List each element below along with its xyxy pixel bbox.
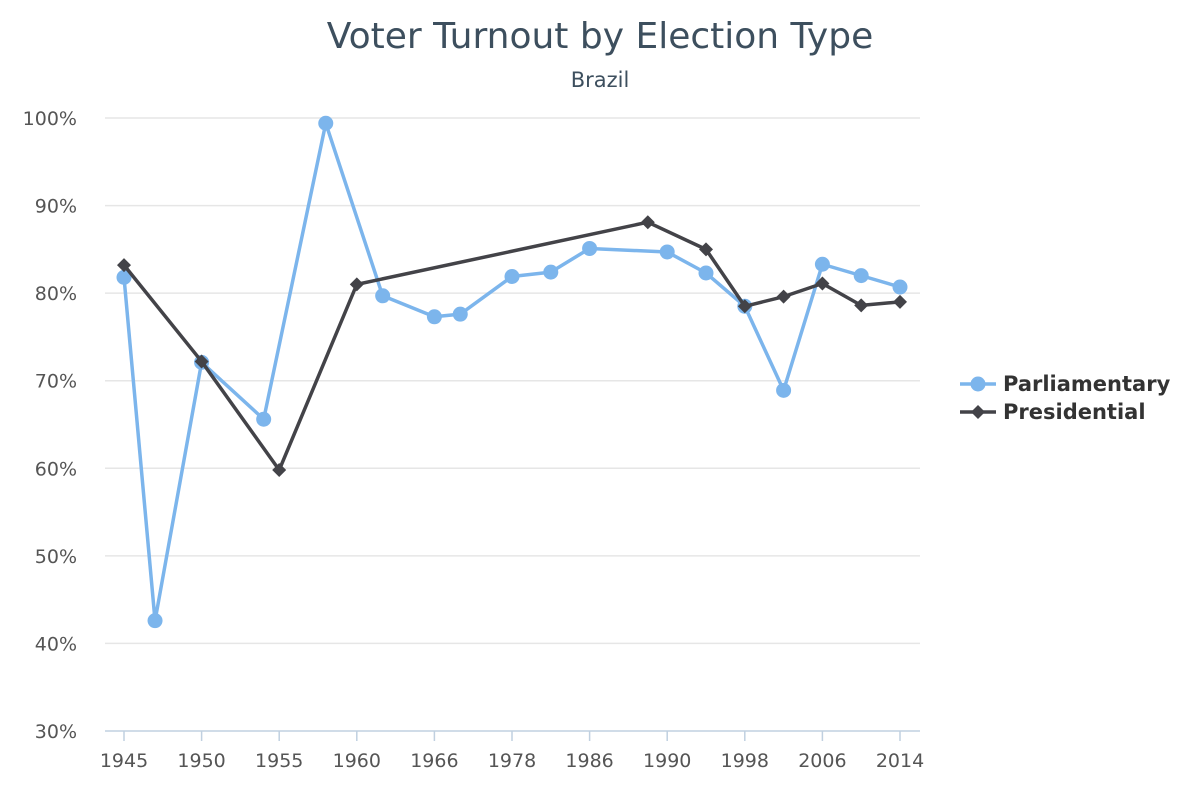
parliamentary-point bbox=[318, 115, 334, 131]
parliamentary-series bbox=[116, 115, 908, 629]
presidential-point bbox=[699, 242, 713, 257]
presidential-point bbox=[893, 294, 907, 309]
x-tick-label: 1950 bbox=[177, 750, 225, 772]
y-tick-label: 70% bbox=[35, 371, 77, 393]
legend-marker bbox=[970, 376, 986, 392]
parliamentary-point bbox=[452, 306, 468, 322]
x-tick-label: 2006 bbox=[798, 750, 846, 772]
y-tick-label: 50% bbox=[35, 546, 77, 568]
parliamentary-point bbox=[426, 309, 442, 325]
x-tick-label: 1960 bbox=[333, 750, 381, 772]
x-tick-label: 1986 bbox=[565, 750, 613, 772]
parliamentary-point bbox=[892, 279, 908, 295]
x-tick-label: 1945 bbox=[100, 750, 148, 772]
parliamentary-point bbox=[256, 411, 272, 427]
parliamentary-point bbox=[776, 382, 792, 398]
presidential-point bbox=[272, 463, 287, 478]
x-tick-label: 1978 bbox=[488, 750, 536, 772]
presidential-point bbox=[349, 277, 364, 292]
parliamentary-point bbox=[543, 264, 559, 280]
y-tick-label: 100% bbox=[23, 108, 77, 130]
x-axis: 1945 1950 1955 1960 1966 1978 1986 1990 1998 2006… bbox=[100, 731, 924, 772]
parliamentary-line bbox=[122, 121, 902, 623]
legend-label: Presidential bbox=[1003, 400, 1146, 424]
x-tick-label: 2014 bbox=[876, 750, 924, 772]
presidential-point bbox=[737, 299, 752, 314]
x-tick-label: 1955 bbox=[255, 750, 303, 772]
plot-series bbox=[116, 115, 908, 629]
legend-item-parliamentary[interactable]: Parliamentary bbox=[960, 372, 1171, 396]
parliamentary-point bbox=[147, 613, 163, 629]
parliamentary-point bbox=[504, 269, 520, 285]
chart-title: Voter Turnout by Election Type bbox=[327, 16, 873, 57]
y-tick-label: 60% bbox=[35, 458, 77, 480]
parliamentary-point bbox=[853, 268, 869, 284]
presidential-point bbox=[854, 298, 869, 313]
x-tick-label: 1990 bbox=[643, 750, 691, 772]
y-tick-label: 90% bbox=[35, 196, 77, 218]
chart-subtitle: Brazil bbox=[571, 68, 630, 92]
presidential-point bbox=[194, 354, 209, 369]
y-tick-label: 30% bbox=[35, 721, 77, 743]
parliamentary-point bbox=[659, 244, 675, 260]
legend-marker bbox=[971, 405, 985, 419]
y-tick-label: 40% bbox=[35, 633, 77, 655]
y-tick-label: 80% bbox=[35, 283, 77, 305]
parliamentary-point bbox=[698, 265, 714, 281]
grid-lines bbox=[105, 117, 920, 732]
legend-item-presidential[interactable]: Presidential bbox=[960, 400, 1146, 424]
presidential-point bbox=[117, 258, 131, 273]
presidential-line bbox=[122, 220, 902, 472]
y-axis: 100% 90% 80% 70% 60% 50% 40% 30% bbox=[23, 108, 77, 743]
parliamentary-point bbox=[375, 288, 391, 304]
parliamentary-point bbox=[116, 269, 132, 285]
legend: Parliamentary Presidential bbox=[960, 372, 1171, 424]
presidential-point bbox=[776, 289, 791, 304]
parliamentary-point bbox=[814, 256, 830, 272]
presidential-point bbox=[815, 276, 830, 291]
presidential-series bbox=[117, 215, 907, 478]
parliamentary-point bbox=[582, 240, 598, 256]
x-tick-label: 1966 bbox=[410, 750, 458, 772]
presidential-point bbox=[640, 215, 655, 230]
x-tick-label: 1998 bbox=[721, 750, 769, 772]
legend-label: Parliamentary bbox=[1003, 372, 1171, 396]
